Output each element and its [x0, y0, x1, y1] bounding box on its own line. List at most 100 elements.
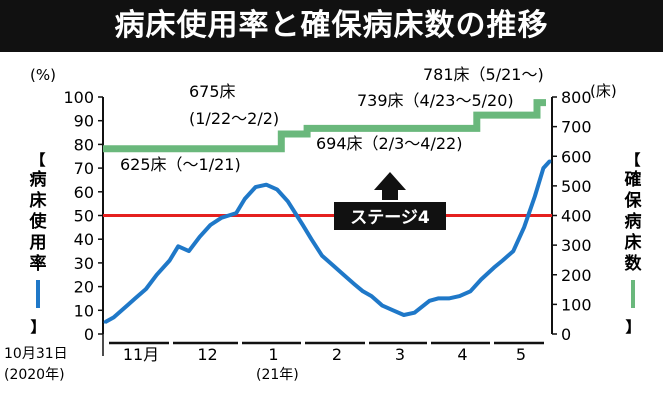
- right-tick-label: 800: [561, 88, 592, 107]
- right-tick-label: 300: [561, 236, 592, 255]
- threshold-label-box: [334, 202, 446, 230]
- right-tick-label: 200: [561, 266, 592, 285]
- left-axis-title-char: 床: [30, 190, 48, 211]
- occupancy-point: [309, 237, 313, 241]
- left-axis-title-char: 率: [30, 253, 47, 274]
- left-axis-title-char: 使: [29, 211, 48, 232]
- chart-title: 病床使用率と確保病床数の推移: [114, 8, 549, 43]
- right-tick-label: 0: [561, 325, 571, 344]
- left-axis-title-bracket-bottom: 】: [30, 318, 45, 336]
- month-label: 4: [457, 345, 467, 364]
- left-tick-label: 30: [74, 254, 94, 273]
- right-axis-title-char: 床: [625, 232, 643, 253]
- occupancy-point: [402, 313, 406, 317]
- occupancy-point: [492, 266, 496, 270]
- occupancy-point: [103, 320, 107, 324]
- beds-segment-label: 625床（〜1/21): [120, 155, 241, 174]
- occupancy-point: [413, 311, 417, 315]
- x-year-label: (21年): [256, 367, 299, 383]
- occupancy-point: [458, 294, 462, 298]
- month-label: 11月: [123, 345, 159, 364]
- occupancy-point: [208, 223, 212, 227]
- beds-segment-label: 781床（5/21〜): [423, 65, 544, 84]
- beds-segment-label: 694床（2/3〜4/22): [316, 134, 462, 153]
- occupancy-point: [187, 249, 191, 253]
- occupancy-point: [522, 225, 526, 229]
- right-tick-label: 100: [561, 295, 592, 314]
- threshold-arrow: [374, 172, 406, 200]
- right-axis-title-char: 数: [625, 253, 643, 274]
- left-tick-label: 10: [74, 301, 94, 320]
- occupancy-point: [155, 273, 159, 277]
- occupancy-point: [391, 308, 395, 312]
- left-axis-title-char: 用: [30, 233, 47, 253]
- right-tick-label: 500: [561, 177, 592, 196]
- right-tick-label: 600: [561, 147, 592, 166]
- occupancy-point: [254, 185, 258, 189]
- occupancy-point: [352, 282, 356, 286]
- title-bar: 病床使用率と確保病床数の推移: [0, 0, 663, 52]
- x-start-year: (2020年): [4, 367, 65, 383]
- occupancy-point: [133, 296, 137, 300]
- right-axis-title-bracket-top: 【: [625, 151, 640, 169]
- right-axis-title-bracket-bottom: 】: [625, 318, 640, 336]
- occupancy-point: [320, 254, 324, 258]
- left-tick-label: 50: [74, 207, 94, 226]
- right-axis-title-legend-swatch: [631, 280, 635, 308]
- occupancy-point: [301, 223, 305, 227]
- occupancy-point: [264, 183, 268, 187]
- occupancy-point: [501, 259, 505, 263]
- occupancy-point: [198, 235, 202, 239]
- left-tick-label: 60: [74, 183, 94, 202]
- occupancy-series-line: [104, 159, 552, 324]
- month-label: 5: [516, 345, 526, 364]
- right-axis-title-char: 保: [624, 190, 643, 211]
- occupancy-point: [447, 296, 451, 300]
- threshold-label: ステージ4: [350, 208, 430, 228]
- occupancy-point: [331, 263, 335, 267]
- occupancy-point: [234, 211, 238, 215]
- left-tick-label: 0: [84, 325, 94, 344]
- left-tick-label: 40: [74, 230, 94, 249]
- month-label: 2: [332, 345, 342, 364]
- occupancy-point: [144, 287, 148, 291]
- month-label: 3: [395, 345, 405, 364]
- left-tick-label: 70: [74, 159, 94, 178]
- occupancy-point: [243, 197, 247, 201]
- occupancy-point: [219, 216, 223, 220]
- occupancy-point: [275, 187, 279, 191]
- right-axis-title-char: 確: [625, 169, 642, 190]
- right-tick-label: 700: [561, 118, 592, 137]
- occupancy-point: [511, 249, 515, 253]
- occupancy-point: [176, 244, 180, 248]
- occupancy-point: [286, 199, 290, 203]
- occupancy-point: [428, 299, 432, 303]
- occupancy-point: [370, 294, 374, 298]
- left-axis-unit: (%): [30, 66, 56, 84]
- occupancy-point: [112, 315, 116, 319]
- beds-segment-label: 739床（4/23〜5/20): [357, 91, 514, 110]
- left-axis-title-bracket-top: 【: [30, 151, 45, 169]
- beds-segment-label: (1/22〜2/2): [189, 109, 279, 128]
- right-tick-label: 400: [561, 207, 592, 226]
- occupancy-point: [479, 277, 483, 281]
- beds-segment-label: 675床: [189, 82, 236, 101]
- occupancy-point: [380, 304, 384, 308]
- occupancy-point: [168, 259, 172, 263]
- left-tick-label: 100: [63, 88, 94, 107]
- left-axis-title-legend-swatch: [36, 280, 40, 308]
- beds-series-line: [103, 99, 546, 153]
- month-label: 1: [268, 345, 278, 364]
- occupancy-point: [548, 159, 552, 163]
- occupancy-point: [533, 195, 537, 199]
- occupancy-point: [361, 289, 365, 293]
- right-axis-title-char: 病: [625, 211, 642, 232]
- left-tick-label: 80: [74, 135, 94, 154]
- x-start-label: 10月31日: [4, 346, 68, 362]
- left-tick-label: 90: [74, 112, 94, 131]
- left-axis-title-char: 病: [30, 169, 47, 190]
- occupancy-point: [122, 306, 126, 310]
- occupancy-point: [436, 296, 440, 300]
